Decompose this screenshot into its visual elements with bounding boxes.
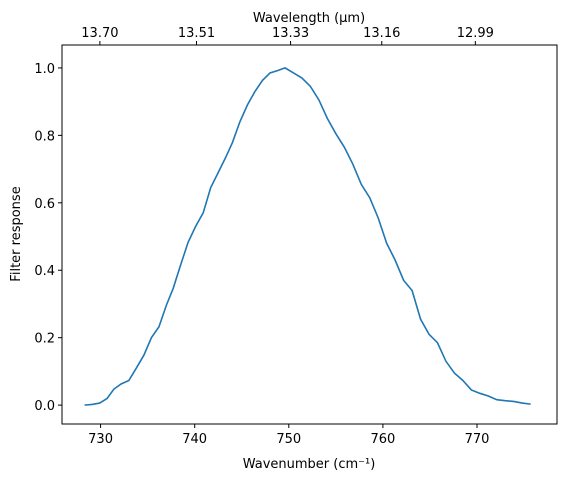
plot-frame: [61, 44, 558, 425]
y-tick-label: 0.4: [34, 264, 55, 279]
x2-tick-label: 12.99: [457, 26, 494, 41]
x2-tick-label: 13.51: [178, 26, 215, 41]
x-tick-label: 760: [370, 432, 395, 447]
y-axis-label: Filter response: [9, 186, 24, 281]
x2-tick-label: 13.16: [363, 26, 400, 41]
x-tick-label: 750: [276, 432, 301, 447]
y-tick-label: 0.0: [34, 399, 55, 414]
y-tick-label: 0.2: [34, 332, 55, 347]
x2-tick-label: 13.70: [81, 26, 118, 41]
x-axis-label: Wavenumber (cm⁻¹): [243, 457, 376, 472]
x-tick-label: 730: [88, 432, 113, 447]
data-line: [84, 67, 531, 406]
x2-axis-label: Wavelength (μm): [253, 11, 365, 26]
x2-tick-label: 13.33: [272, 26, 309, 41]
x-tick-label: 740: [182, 432, 207, 447]
y-tick-label: 0.8: [34, 129, 55, 144]
y-tick-label: 1.0: [34, 62, 55, 77]
x-tick-label: 770: [465, 432, 490, 447]
y-tick-label: 0.6: [34, 197, 55, 212]
